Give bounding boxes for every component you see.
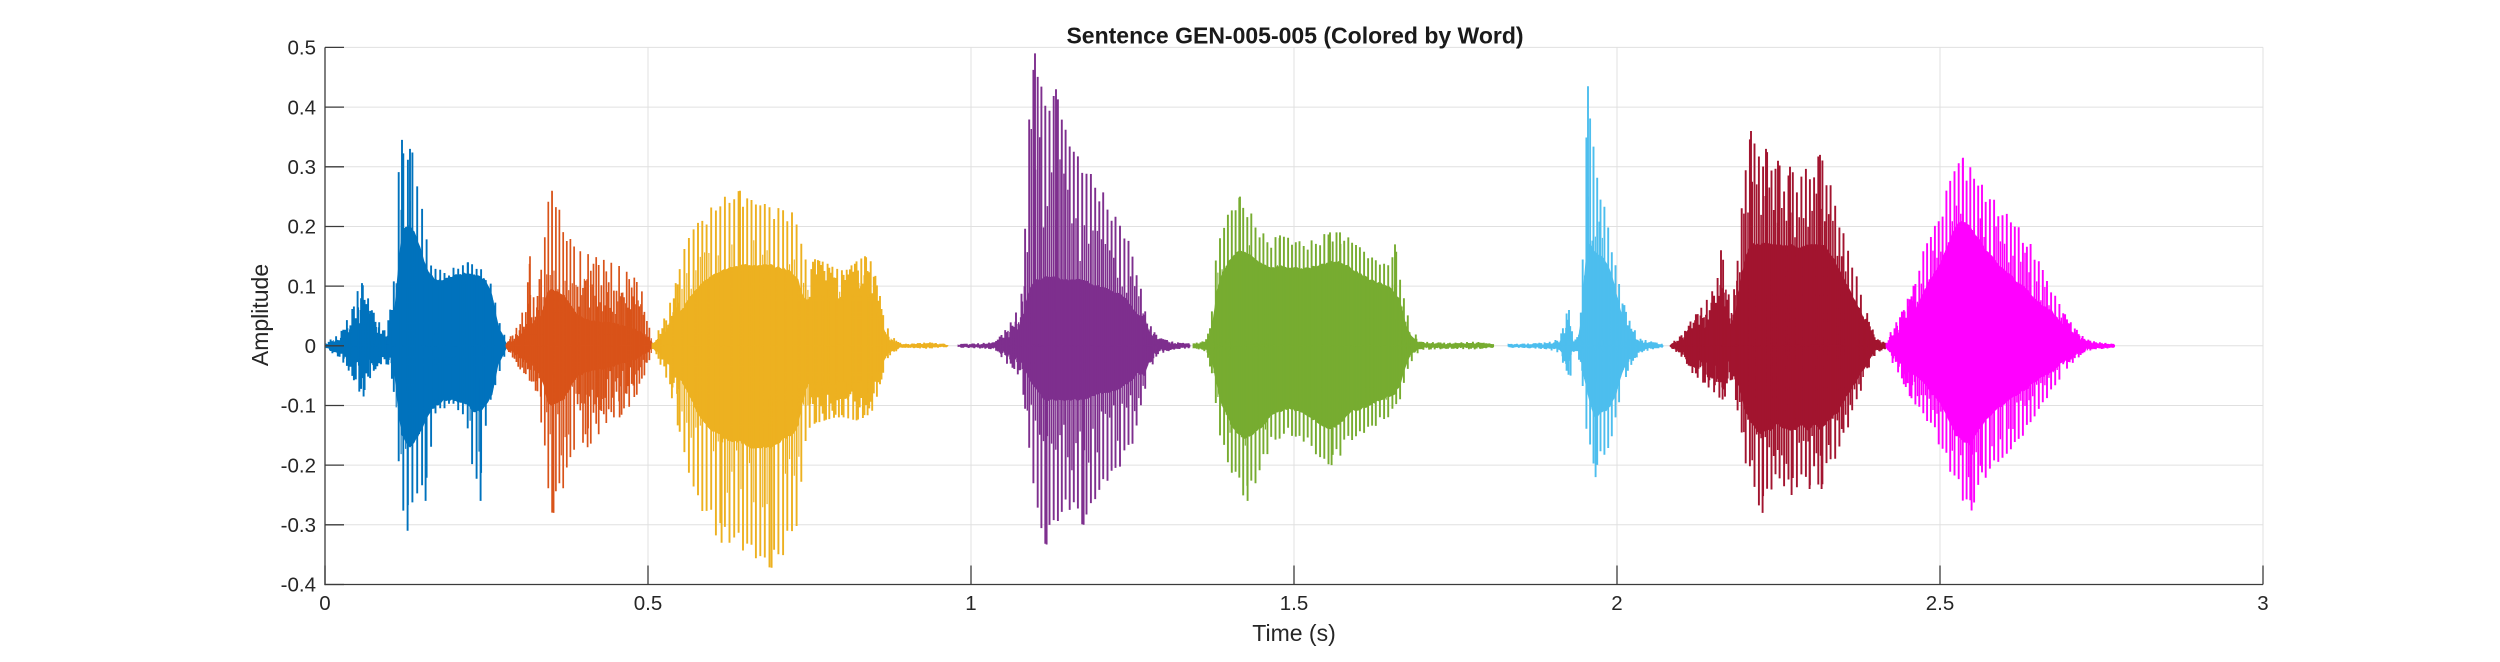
svg-text:-0.2: -0.2 — [281, 454, 316, 477]
svg-text:0: 0 — [319, 592, 330, 615]
svg-text:0: 0 — [305, 335, 316, 358]
svg-text:2.5: 2.5 — [1926, 592, 1955, 615]
svg-text:0.3: 0.3 — [288, 156, 317, 179]
svg-text:1.5: 1.5 — [1280, 592, 1309, 615]
svg-text:-0.3: -0.3 — [281, 514, 316, 537]
svg-text:Amplitude: Amplitude — [247, 264, 273, 366]
svg-text:2: 2 — [1611, 592, 1622, 615]
svg-text:0.5: 0.5 — [288, 37, 317, 60]
svg-text:Time (s): Time (s) — [1252, 620, 1335, 646]
svg-text:-0.1: -0.1 — [281, 395, 316, 418]
svg-text:3: 3 — [2257, 592, 2268, 615]
svg-text:0.4: 0.4 — [288, 96, 317, 119]
svg-text:1: 1 — [965, 592, 976, 615]
svg-text:0.1: 0.1 — [288, 275, 317, 298]
svg-text:-0.4: -0.4 — [281, 574, 316, 597]
svg-text:Sentence GEN-005-005 (Colored: Sentence GEN-005-005 (Colored by Word) — [1066, 23, 1523, 49]
svg-text:0.5: 0.5 — [634, 592, 663, 615]
svg-text:0.2: 0.2 — [288, 216, 317, 239]
